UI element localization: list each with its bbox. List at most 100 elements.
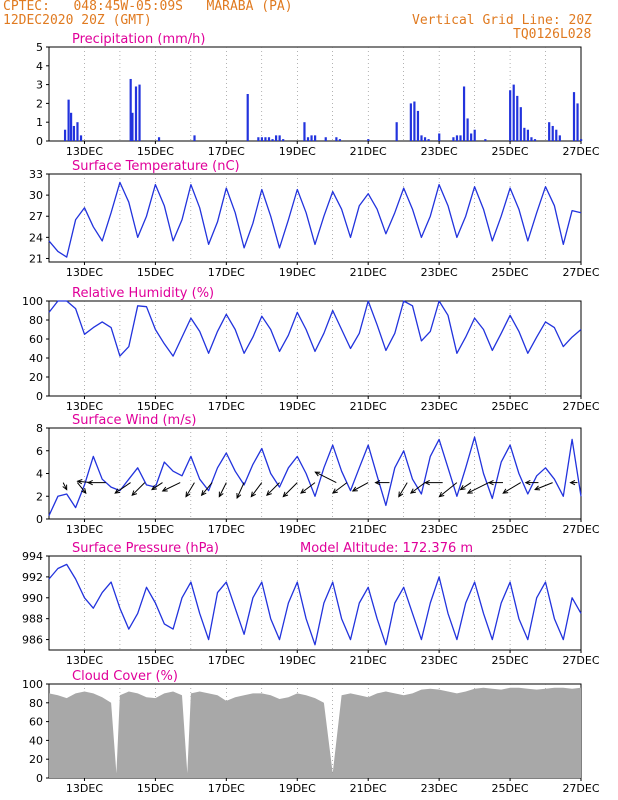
- precip-bar: [367, 139, 370, 141]
- x-tick-label: 21DEC: [350, 266, 387, 279]
- y-tick-label: 80: [29, 697, 43, 710]
- x-tick-label: 17DEC: [208, 523, 245, 536]
- panel-title: Surface Pressure (hPa): [72, 541, 219, 556]
- x-tick-label: 15DEC: [137, 266, 174, 279]
- x-tick-label: 15DEC: [137, 782, 174, 795]
- cloud-area: [49, 687, 581, 778]
- panel-title: Surface Temperature (nC): [72, 159, 240, 174]
- precip-bar: [324, 137, 327, 141]
- precip-bar: [157, 137, 161, 141]
- x-tick-label: 23DEC: [421, 266, 458, 279]
- precip-bar: [67, 99, 70, 141]
- precip-bar: [306, 137, 310, 141]
- precip-bar: [423, 137, 427, 141]
- x-tick-label: 21DEC: [350, 145, 387, 158]
- wind-arrow-head: [236, 492, 242, 500]
- x-tick-label: 23DEC: [421, 145, 458, 158]
- precip-bar: [79, 135, 83, 141]
- precip-bar: [310, 135, 313, 141]
- plot-frame: [48, 46, 582, 142]
- panel-note: Model Altitude: 172.376 m: [300, 541, 473, 556]
- wind-arrow: [439, 482, 458, 497]
- y-tick-label: 2: [36, 97, 43, 110]
- x-tick-label: 27DEC: [562, 654, 599, 667]
- wind-arrow: [300, 482, 316, 494]
- wind-arrow-head: [218, 491, 224, 498]
- precip-bar: [427, 139, 430, 141]
- x-tick-label: 21DEC: [350, 782, 387, 795]
- y-tick-label: 33: [29, 168, 43, 181]
- precip-bar: [282, 139, 285, 141]
- wind-arrow-head: [351, 486, 358, 492]
- precip-bar: [484, 139, 487, 141]
- x-tick-label: 13DEC: [66, 145, 103, 158]
- wind-arrow: [114, 482, 131, 494]
- plot-frame: [48, 555, 582, 651]
- wind-arrow-head: [81, 488, 87, 495]
- y-tick-label: 100: [22, 678, 43, 691]
- x-tick-label: 15DEC: [137, 654, 174, 667]
- precip-bar: [555, 129, 558, 141]
- y-tick-label: 20: [29, 371, 43, 384]
- wind-arrow-head: [250, 491, 256, 498]
- wind-arrow-head: [487, 479, 494, 486]
- precip-bar: [438, 133, 441, 141]
- panel-2: 0 20 40 60 80 100 13DEC 15DEC 17DEC 19DEC 21DEC 23D…: [22, 286, 600, 413]
- precip-bar: [314, 135, 317, 141]
- precip-bar: [303, 122, 306, 141]
- precip-bar: [526, 129, 529, 141]
- wind-arrow-head: [374, 479, 381, 486]
- wind-arrow: [502, 482, 521, 494]
- precip-bar: [138, 84, 141, 141]
- precip-bar: [193, 135, 196, 141]
- wind-arrow-head: [409, 488, 416, 494]
- precip-bar: [512, 84, 515, 141]
- y-tick-label: 994: [22, 550, 43, 563]
- x-tick-label: 25DEC: [492, 400, 529, 413]
- x-tick-label: 23DEC: [421, 400, 458, 413]
- precip-bar: [580, 139, 583, 141]
- grid-note: Vertical Grid Line: 20Z: [412, 13, 593, 28]
- wind-arrow: [410, 482, 426, 494]
- wind-arrow-head: [161, 486, 168, 492]
- x-tick-label: 17DEC: [208, 400, 245, 413]
- wind-arrow-head: [398, 491, 404, 498]
- wind-arrow-head: [424, 479, 430, 486]
- panel-5: 0 20 40 60 80 100 13DEC 15DEC 17DEC 19DEC 21DEC 23D…: [22, 669, 600, 795]
- x-tick-label: 19DEC: [279, 782, 316, 795]
- wind-arrow-head: [131, 490, 138, 497]
- precip-bar: [473, 129, 476, 141]
- precip-bar: [413, 101, 416, 141]
- wind-arrow: [282, 482, 298, 497]
- panel-title: Precipitation (mm/h): [72, 32, 205, 47]
- wind-arrow: [467, 482, 490, 494]
- x-tick-label: 17DEC: [208, 782, 245, 795]
- x-tick-label: 27DEC: [562, 266, 599, 279]
- wind-arrow: [185, 482, 195, 497]
- wind-arrow: [236, 482, 245, 499]
- y-tick-label: 8: [36, 422, 43, 435]
- precip-bar: [455, 135, 459, 141]
- precip-bar: [516, 95, 519, 141]
- x-tick-label: 21DEC: [350, 523, 387, 536]
- series-line: [48, 436, 582, 516]
- wind-arrow: [218, 482, 227, 497]
- x-tick-label: 19DEC: [279, 654, 316, 667]
- precip-bar: [278, 135, 281, 141]
- series-line: [48, 563, 582, 646]
- y-tick-label: 21: [29, 252, 43, 265]
- precip-bar: [267, 137, 271, 141]
- wind-arrow-head: [438, 491, 445, 498]
- wind-arrow: [266, 482, 280, 496]
- x-tick-label: 15DEC: [137, 523, 174, 536]
- y-tick-label: 992: [22, 571, 43, 584]
- wind-arrow-head: [459, 485, 466, 491]
- wind-arrow-head: [534, 485, 541, 491]
- x-tick-label: 13DEC: [66, 523, 103, 536]
- y-tick-label: 2: [36, 490, 43, 503]
- precip-bar: [76, 122, 79, 141]
- y-tick-label: 30: [29, 189, 43, 202]
- panel-4: 986 988 990 992 994 13DEC 15DEC 17DEC 19DEC 21DEC…: [22, 541, 600, 667]
- x-tick-label: 13DEC: [66, 782, 103, 795]
